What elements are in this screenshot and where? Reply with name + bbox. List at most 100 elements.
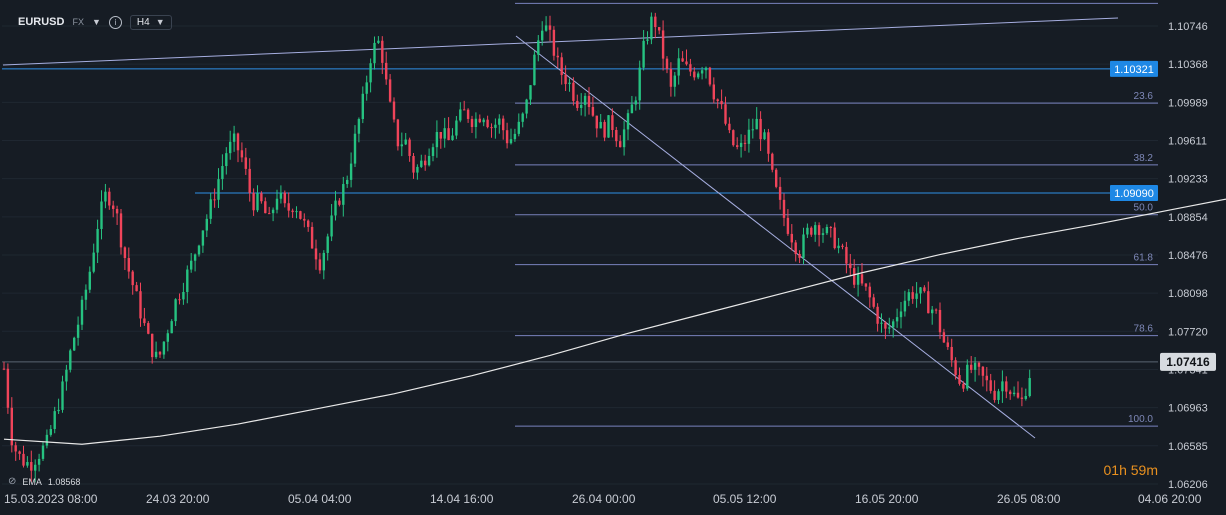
time-axis[interactable]: 15.03.2023 08:00 24.03 20:00 05.04 04:00 14… xyxy=(4,492,1202,506)
candle-bull xyxy=(451,135,454,141)
candle-bull xyxy=(856,274,860,285)
fib-level-label: 50.0 xyxy=(1134,203,1154,214)
candle-bear xyxy=(782,199,786,218)
candle-bull xyxy=(225,153,228,167)
candle-bull xyxy=(279,192,283,199)
timeframe-button[interactable]: H4 ▼ xyxy=(129,14,172,30)
candle-bear xyxy=(505,130,509,144)
candle-bull xyxy=(747,129,751,144)
symbol-label[interactable]: EURUSD xyxy=(18,16,65,28)
time-tick-label: 14.04 16:00 xyxy=(430,492,494,506)
candle-bull xyxy=(353,133,357,164)
candle-bear xyxy=(478,118,481,123)
candle-bull xyxy=(190,260,193,270)
candle-bull xyxy=(521,113,524,122)
current-price-label: 1.07416 xyxy=(1166,355,1210,369)
candle-bull xyxy=(349,163,353,180)
time-tick-label: 26.05 08:00 xyxy=(997,492,1061,506)
candle-bear xyxy=(923,287,926,292)
candle-bear xyxy=(424,160,427,166)
candle-bear xyxy=(829,226,832,228)
falling-trendline[interactable] xyxy=(515,35,1036,439)
candle-bull xyxy=(197,245,201,255)
candle-bull xyxy=(825,226,829,234)
candle-bear xyxy=(985,375,988,381)
candle-bear xyxy=(552,29,556,56)
price-marker-bg xyxy=(1110,185,1158,202)
fib-level-label: 61.8 xyxy=(1134,253,1154,264)
candle-bear xyxy=(385,62,388,80)
candle-bear xyxy=(938,309,942,333)
price-tick-label: 1.10368 xyxy=(1168,59,1208,71)
candle-bear xyxy=(388,79,392,102)
candle-bear xyxy=(689,64,692,72)
candle-bull xyxy=(931,309,934,314)
candle-bear xyxy=(942,332,946,343)
candle-bull xyxy=(400,144,403,147)
candle-bull xyxy=(205,218,208,231)
candle-bear xyxy=(911,292,914,299)
candle-bull xyxy=(53,411,56,430)
candle-bear xyxy=(576,100,579,108)
candle-bull xyxy=(580,104,583,108)
candle-bear xyxy=(264,201,267,214)
ema-polyline xyxy=(3,198,1226,445)
candle-bull xyxy=(763,132,766,140)
candle-bull xyxy=(455,120,458,136)
candle-bear xyxy=(502,118,505,131)
ema-indicator-label[interactable]: ⊘ EMA 1.08568 xyxy=(8,476,80,487)
candle-bull xyxy=(369,63,372,83)
fib-level-label: 0.0 xyxy=(1139,0,1153,2)
eye-slash-icon[interactable]: ⊘ xyxy=(8,476,17,487)
chart-grid xyxy=(2,25,1158,485)
candle-bear xyxy=(299,211,302,219)
candle-bull xyxy=(599,121,602,129)
fibonacci-retracement[interactable]: 0.0 23.6 38.2 50.0 61.8 78.6 100.0 xyxy=(515,0,1158,427)
candle-bear xyxy=(591,107,595,116)
candle-bear xyxy=(10,407,13,446)
fib-level-label: 23.6 xyxy=(1134,91,1154,102)
candle-bear xyxy=(135,285,138,292)
candle-bull xyxy=(1001,381,1004,392)
candle-bear xyxy=(158,351,162,355)
price-tick-label: 1.10746 xyxy=(1168,21,1208,33)
candle-bear xyxy=(560,57,563,76)
price-axis[interactable]: 1.10746 1.10368 1.09989 1.09611 1.09233 1.088… xyxy=(1110,21,1216,491)
candle-bull xyxy=(525,99,528,114)
candle-bull xyxy=(482,119,485,123)
candle-bear xyxy=(310,226,314,249)
candle-bear xyxy=(759,118,762,140)
trendlines[interactable] xyxy=(2,17,1119,439)
candle-bear xyxy=(841,245,844,247)
candle-bull xyxy=(326,236,329,253)
candle-bear xyxy=(849,263,852,269)
candle-bear xyxy=(115,208,119,214)
candle-countdown: 01h 59m xyxy=(1103,462,1158,478)
candle-bear xyxy=(260,193,263,202)
price-tick-label: 1.09989 xyxy=(1168,97,1208,109)
candle-bull xyxy=(49,429,52,435)
candle-bull xyxy=(533,54,536,86)
candle-bull xyxy=(973,362,977,370)
candle-bull xyxy=(697,73,700,78)
candle-bull xyxy=(895,317,899,322)
chart-header: EURUSD FX ▼ i H4 ▼ xyxy=(18,12,172,32)
symbol-dropdown-icon[interactable]: ▼ xyxy=(91,17,101,27)
info-icon[interactable]: i xyxy=(108,15,122,29)
candle-bear xyxy=(603,121,606,138)
candle-bear xyxy=(439,131,442,139)
candle-bear xyxy=(693,71,696,78)
candle-bear xyxy=(934,309,938,311)
candle-bear xyxy=(833,227,836,249)
candle-bear xyxy=(771,153,774,170)
candle-bull xyxy=(76,324,80,338)
candle-bear xyxy=(213,199,216,201)
candle-bull xyxy=(174,299,177,322)
candle-bear xyxy=(786,217,790,234)
rising-trendline[interactable] xyxy=(2,17,1119,66)
candle-bull xyxy=(209,199,212,219)
candle-bear xyxy=(147,323,150,334)
candle-bear xyxy=(736,145,739,147)
countdown-h-unit: h xyxy=(1119,462,1127,478)
